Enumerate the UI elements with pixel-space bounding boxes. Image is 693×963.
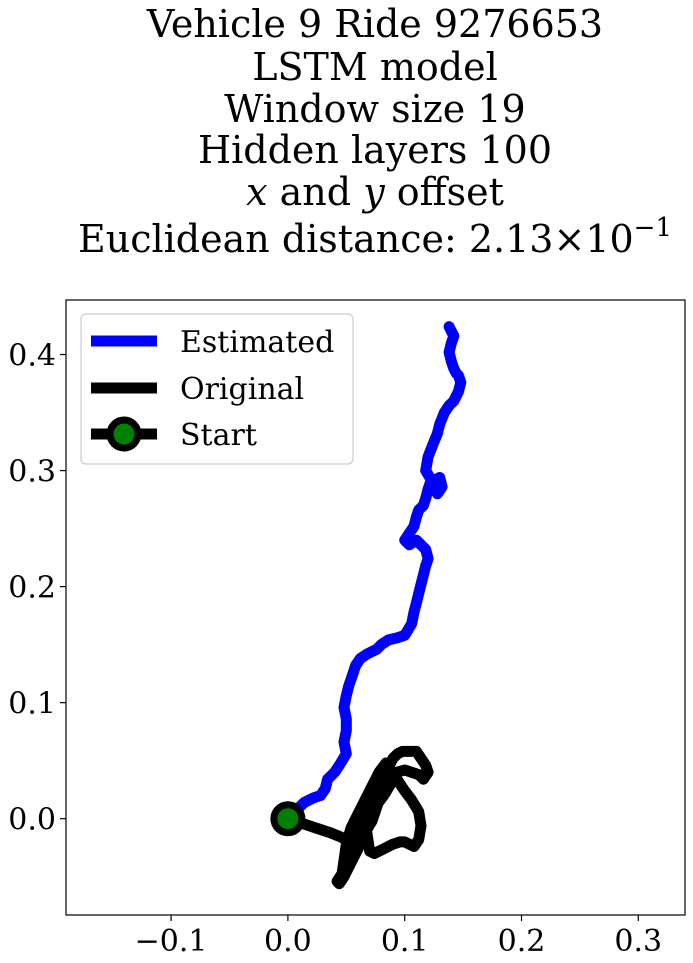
y-tick-label: 0.3 bbox=[8, 455, 56, 490]
series-line-estimated bbox=[282, 321, 467, 825]
legend-label-start: Start bbox=[180, 418, 257, 453]
chart-title: Vehicle 9 Ride 9276653 LSTM model Window… bbox=[78, 2, 672, 261]
plot-frame bbox=[65, 299, 686, 916]
legend-box bbox=[80, 313, 354, 465]
x-tick-label: 0.3 bbox=[614, 924, 662, 959]
y-tick-label: 0.1 bbox=[8, 687, 56, 722]
axes: −0.1 0.0 0.1 0.2 0.3 0.0 0.1 0.2 0.3 0.4 bbox=[8, 299, 686, 959]
title-offset-var-y: y bbox=[361, 170, 385, 214]
legend-label-original: Original bbox=[180, 372, 304, 407]
legend-marker-start bbox=[106, 416, 142, 452]
title-line-6: Euclidean distance: 2.13×10−1 bbox=[78, 213, 672, 261]
x-tick-label: 0.0 bbox=[264, 924, 312, 959]
title-distance-prefix: Euclidean distance: bbox=[78, 217, 469, 261]
y-tick-label: 0.0 bbox=[8, 803, 56, 838]
legend-label-estimated: Estimated bbox=[180, 325, 334, 360]
title-line-5: x and y offset bbox=[246, 170, 504, 214]
title-line-4: Hidden layers 100 bbox=[198, 128, 552, 172]
legend: Estimated Original Start bbox=[80, 313, 354, 465]
x-tick-label: −0.1 bbox=[135, 924, 208, 959]
series-group bbox=[282, 321, 467, 890]
title-line-2: LSTM model bbox=[252, 45, 497, 89]
x-tick-label: 0.2 bbox=[498, 924, 546, 959]
y-tick-label: 0.4 bbox=[8, 339, 56, 374]
title-line-1: Vehicle 9 Ride 9276653 bbox=[146, 2, 603, 46]
title-distance-exponent: −1 bbox=[634, 213, 672, 243]
series-line-original bbox=[282, 745, 434, 890]
y-tick-label: 0.2 bbox=[8, 571, 56, 606]
title-distance-mantissa: 2.13 bbox=[469, 217, 554, 261]
title-offset-suffix: offset bbox=[385, 170, 504, 214]
title-offset-var-x: x bbox=[246, 170, 267, 214]
title-line-3: Window size 19 bbox=[224, 87, 525, 131]
title-distance-base: 10 bbox=[585, 217, 633, 261]
x-tick-label: 0.1 bbox=[381, 924, 429, 959]
plot-area bbox=[270, 321, 467, 890]
start-marker bbox=[270, 801, 306, 837]
title-distance-times: × bbox=[553, 217, 585, 261]
title-offset-and: and bbox=[268, 170, 364, 214]
